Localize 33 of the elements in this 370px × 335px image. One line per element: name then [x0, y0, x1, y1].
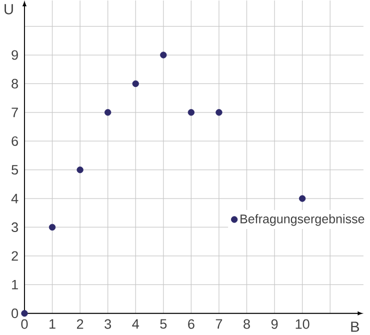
x-tick-label: 8: [244, 319, 250, 329]
x-tick-label: 1: [50, 319, 56, 328]
x-tick-label: 6: [188, 319, 194, 329]
x-tick-label: 9: [271, 319, 278, 329]
point: [216, 108, 222, 116]
y-tick-label: 0: [12, 308, 18, 318]
x-tick-label: 7: [216, 319, 222, 328]
y-tick-label: 6: [12, 136, 18, 146]
y-tick-label: 4: [11, 194, 18, 204]
point: [188, 108, 195, 116]
y-tick-label: 2: [12, 251, 18, 261]
x-tick-label: 5: [160, 319, 167, 329]
y-tick-label: 7: [12, 108, 18, 117]
legend-label: Befragungsergebnisse: [240, 214, 364, 226]
x-tick-label: 4: [132, 319, 139, 328]
y-tick-label: 9: [12, 50, 18, 60]
point: [298, 195, 306, 202]
point: [132, 80, 139, 87]
point: [48, 224, 56, 230]
point: [21, 310, 28, 317]
point: [104, 108, 112, 116]
x-tick-label: 0: [21, 319, 28, 329]
y-axis-title: U: [4, 4, 13, 14]
x-tick-label: 3: [104, 319, 112, 329]
y-tick-label: 8: [12, 78, 18, 88]
x-tick-label: 10: [296, 319, 310, 329]
point: [160, 52, 167, 58]
x-tick-label: 2: [76, 319, 84, 329]
x-axis-title: B: [351, 322, 359, 332]
point: [76, 166, 84, 174]
y-tick-label: 3: [12, 222, 18, 232]
y-tick-label: 5: [12, 164, 18, 174]
y-tick-label: 1: [12, 280, 18, 290]
